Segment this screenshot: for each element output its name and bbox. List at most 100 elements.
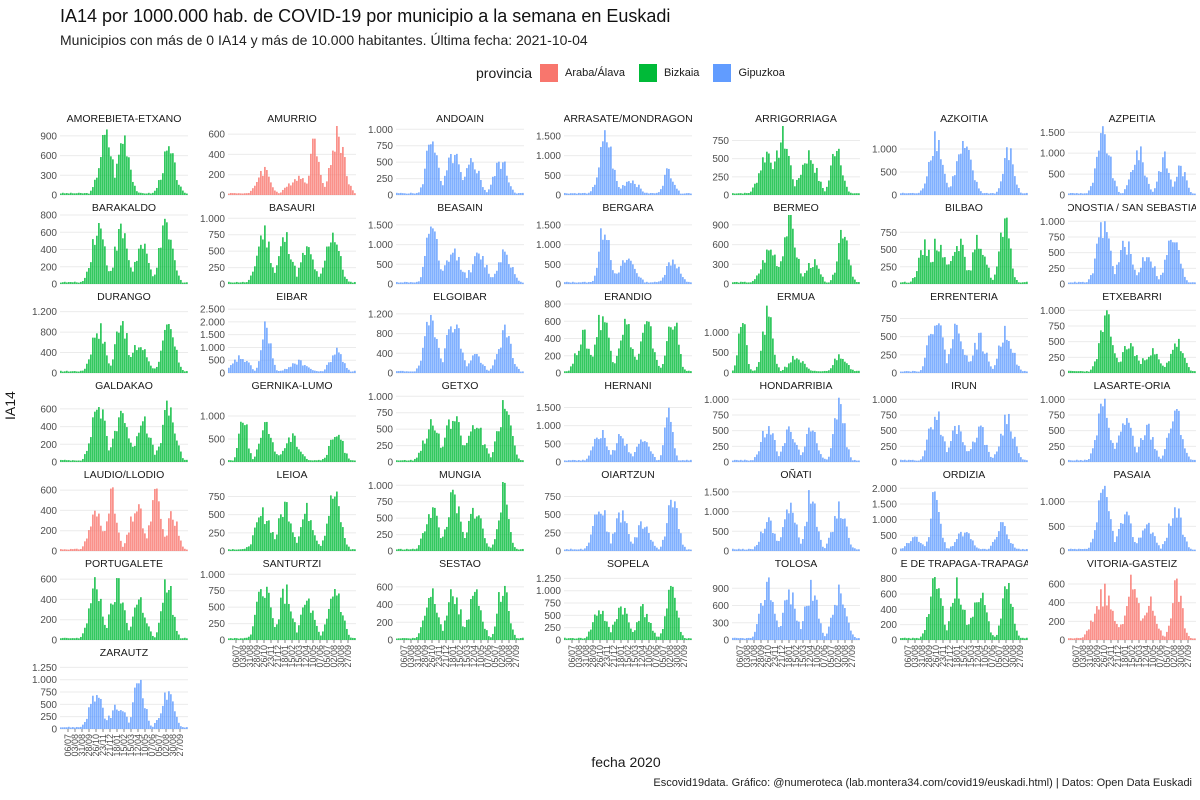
y-tick-label: 250	[208, 263, 225, 274]
bar	[930, 518, 932, 551]
bar	[122, 143, 124, 195]
bar	[630, 628, 632, 640]
bar	[790, 604, 792, 640]
y-tick-label: 0	[555, 547, 561, 558]
bar	[1152, 267, 1154, 284]
facet-title: EIBAR	[276, 291, 308, 303]
bar	[1180, 435, 1182, 462]
bar	[994, 274, 996, 284]
bar	[854, 279, 856, 284]
bar	[1192, 371, 1194, 373]
bar	[316, 460, 318, 462]
bar	[434, 231, 436, 284]
x-tick-label: 15/02	[959, 645, 969, 668]
bar	[984, 256, 986, 284]
bar	[1120, 523, 1122, 551]
bar	[82, 193, 84, 195]
bar	[1162, 635, 1164, 640]
facet-title: ANDOAIN	[436, 113, 484, 125]
bar	[778, 157, 780, 195]
bar	[1090, 620, 1092, 640]
y-tick-label: 1.000	[368, 481, 393, 492]
bar	[1094, 440, 1096, 462]
bar	[586, 546, 588, 551]
y-tick-label: 250	[712, 442, 729, 453]
bar	[564, 549, 566, 551]
bar	[772, 433, 774, 462]
bar	[1134, 446, 1136, 462]
bar	[300, 360, 302, 373]
bar	[932, 492, 934, 551]
bar	[1026, 281, 1028, 284]
y-tick-label: 0	[51, 725, 57, 736]
bar	[1170, 525, 1172, 551]
bar	[90, 190, 92, 195]
bar	[846, 447, 848, 462]
bar	[772, 338, 774, 373]
bar	[770, 317, 772, 373]
bar	[772, 532, 774, 551]
bar	[416, 368, 418, 373]
bar	[290, 611, 292, 640]
bar	[1142, 358, 1144, 373]
bar	[942, 257, 944, 284]
bar	[1126, 418, 1128, 462]
x-tick-label: 27/09	[511, 645, 521, 668]
bar	[916, 637, 918, 640]
bar	[938, 251, 940, 284]
x-tick-label: 10/05	[812, 645, 822, 668]
bar	[420, 277, 422, 284]
bar	[274, 364, 276, 373]
bar	[352, 637, 354, 640]
bar	[1184, 276, 1186, 284]
bar	[792, 355, 794, 373]
bar	[808, 427, 810, 462]
x-tick-label: 03/08	[910, 645, 920, 668]
bar	[430, 596, 432, 640]
bar	[910, 371, 912, 373]
bar	[914, 193, 916, 195]
bar	[914, 371, 916, 373]
facet-title: ERANDIO	[604, 291, 652, 303]
bar	[338, 250, 340, 284]
bar	[1076, 637, 1078, 640]
bar	[502, 400, 504, 462]
bar	[250, 453, 252, 462]
x-tick-label: 15/02	[119, 734, 129, 757]
bar	[584, 281, 586, 284]
bar	[150, 437, 152, 462]
bar	[510, 186, 512, 195]
bar	[788, 426, 790, 462]
y-tick-label: 500	[1048, 522, 1065, 533]
bar	[442, 362, 444, 373]
bar	[570, 366, 572, 373]
bar	[954, 175, 956, 195]
bar	[844, 608, 846, 640]
y-tick-label: 1.500	[200, 330, 225, 341]
bar	[736, 459, 738, 462]
bar	[1026, 460, 1028, 462]
bar	[568, 282, 570, 284]
bar	[456, 153, 458, 195]
y-tick-label: 750	[712, 136, 729, 147]
bar	[666, 417, 668, 462]
bar	[974, 249, 976, 284]
bar	[104, 246, 106, 284]
bar	[772, 255, 774, 284]
bar	[112, 710, 114, 729]
x-tick-label: 15/02	[287, 645, 297, 668]
bar	[274, 272, 276, 284]
bar	[230, 638, 232, 640]
bar	[144, 416, 146, 462]
bar	[1106, 497, 1108, 551]
bar	[922, 188, 924, 195]
bar	[240, 282, 242, 284]
x-tick-label: 02/08	[833, 645, 843, 668]
bar	[904, 637, 906, 640]
bar	[656, 192, 658, 195]
bar	[738, 460, 740, 462]
bar	[1010, 431, 1012, 462]
bar	[630, 183, 632, 195]
bar	[494, 273, 496, 284]
bar	[60, 282, 62, 284]
